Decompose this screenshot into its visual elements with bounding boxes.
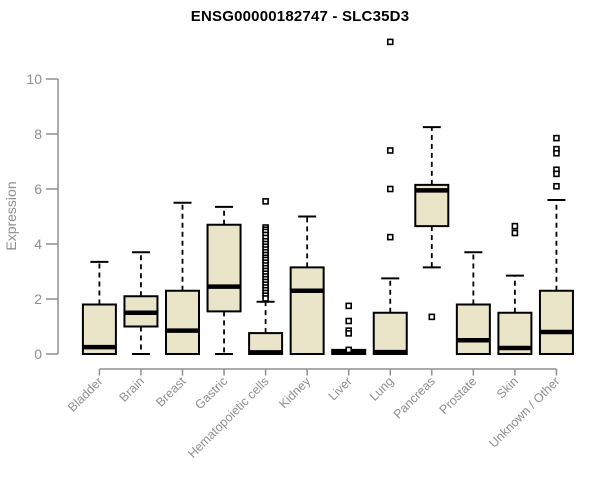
boxplot-gastric [206,205,242,355]
box [455,303,491,355]
outlier-point [345,346,353,354]
y-axis: 0 2 4 6 8 10 [26,71,59,362]
x-tick-label-breast: Breast [153,374,189,410]
x-tick-label-lung: Lung [367,374,397,404]
box [538,289,574,355]
outlier-point [511,222,519,230]
box [206,223,242,313]
outlier-point [386,38,394,46]
box [165,289,200,355]
x-tick-label-skin: Skin [494,374,521,401]
outlier-point [511,229,519,237]
boxplot-pancreas [414,126,450,321]
box [289,266,325,355]
boxplot-kidney [289,215,325,355]
outlier-point [553,182,560,190]
x-tick-label-unknown-other: Unknown / Other [486,374,562,450]
outlier-point [345,317,353,325]
boxplot-breast [165,201,200,355]
outlier-point [553,149,560,157]
x-tick-label-liver: Liver [326,374,355,403]
outlier-point [386,185,394,193]
y-tick-label: 4 [34,236,42,252]
boxplot-liver [331,302,367,355]
boxplot-unknown-other [538,134,574,355]
outlier-point [386,147,394,154]
outlier-point [428,313,436,321]
boxplot-hematopoietic-cells [248,198,284,356]
y-tick-label: 2 [34,291,42,307]
boxplot-lung [372,38,408,355]
y-tick-label: 0 [34,346,42,362]
x-tick-label-prostate: Prostate [437,374,480,417]
x-tick-label-brain: Brain [117,374,148,405]
box [372,311,408,355]
outlier-point [262,198,269,205]
x-tick-label-bladder: Bladder [65,374,105,414]
outlier-point [553,134,560,142]
x-tick-label-hematopoietic-cells: Hematopoietic cells [185,374,272,461]
y-tick-label: 6 [34,181,42,197]
boxplot-prostate [455,251,491,355]
x-tick-label-gastric: Gastric [192,374,230,412]
boxplot-skin [497,222,533,355]
y-tick-label: 8 [34,126,42,142]
x-tick-label-pancreas: Pancreas [391,374,438,421]
outlier-point [386,233,394,241]
outlier-point [553,170,560,178]
boxplot-bladder [81,260,117,355]
x-tick-label-kidney: Kidney [276,374,313,411]
boxplot-brain [123,251,159,355]
outlier-point [262,295,269,302]
chart-title: ENSG00000182747 - SLC35D3 [190,8,410,25]
outlier-point [345,330,353,337]
y-tick-label: 10 [26,71,42,87]
outlier-point [345,302,353,310]
